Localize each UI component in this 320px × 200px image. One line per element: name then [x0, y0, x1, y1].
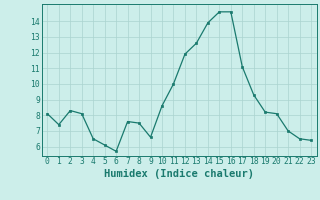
X-axis label: Humidex (Indice chaleur): Humidex (Indice chaleur) [104, 169, 254, 179]
